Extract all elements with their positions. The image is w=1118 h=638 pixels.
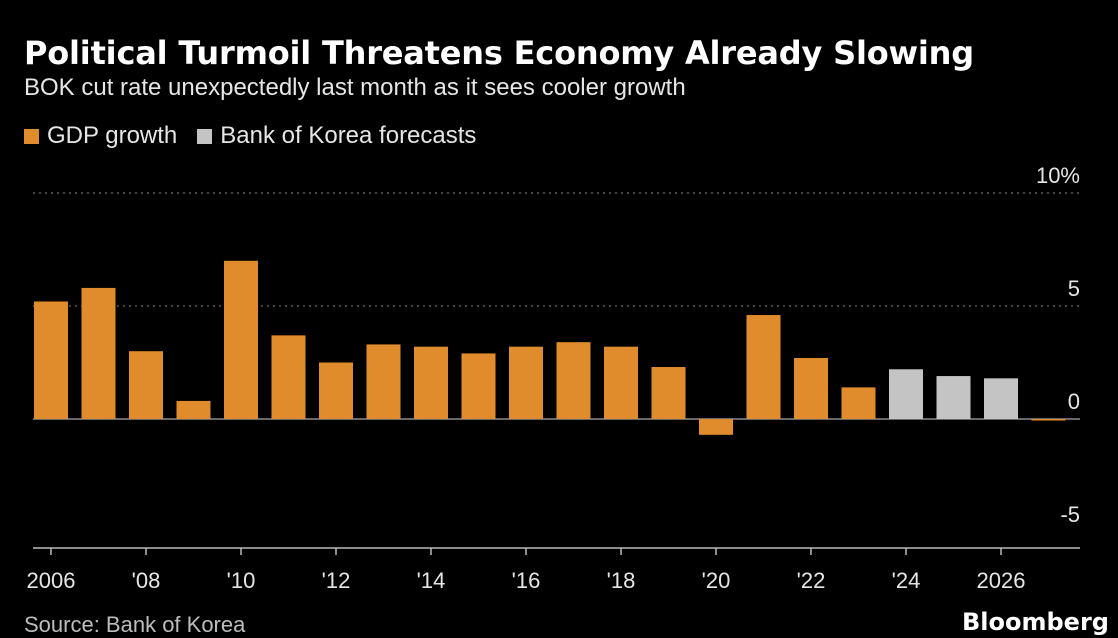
- x-tick-label: '22: [797, 568, 826, 593]
- bar: [224, 260, 258, 419]
- bar: [604, 346, 638, 419]
- bar: [461, 353, 496, 419]
- legend-label-gdp: GDP growth: [47, 122, 178, 149]
- y-tick-label: 10%: [1036, 163, 1080, 188]
- x-tick-label: '10: [227, 568, 256, 593]
- bar: [794, 357, 828, 419]
- bar: [746, 315, 781, 419]
- chart-subtitle: BOK cut rate unexpectedly last month as …: [24, 74, 686, 101]
- bar: [81, 287, 116, 419]
- bar: [271, 335, 306, 419]
- legend-item-forecast: Bank of Korea forecasts: [197, 122, 476, 150]
- bar: [1031, 419, 1066, 421]
- bar: [841, 387, 876, 419]
- legend-swatch-gdp: [24, 128, 39, 144]
- x-tick-label: 2026: [977, 568, 1026, 593]
- bar: [651, 367, 686, 419]
- bar: [129, 351, 163, 419]
- bloomberg-logo: Bloomberg: [962, 608, 1109, 636]
- legend-label-forecast: Bank of Korea forecasts: [220, 122, 477, 149]
- bar: [699, 419, 733, 435]
- y-tick-label: -5: [1060, 502, 1080, 527]
- bar: [414, 346, 448, 419]
- bar: [366, 344, 401, 419]
- x-tick-label: '24: [892, 568, 921, 593]
- bar: [319, 362, 353, 419]
- bar: [176, 400, 211, 419]
- bar: [984, 378, 1018, 419]
- x-tick-label: '14: [417, 568, 446, 593]
- x-tick-label: '16: [512, 568, 541, 593]
- legend: GDP growth Bank of Korea forecasts: [24, 122, 496, 150]
- bar: [556, 342, 591, 419]
- x-tick-label: '08: [132, 568, 161, 593]
- x-tick-label: '20: [702, 568, 731, 593]
- x-tick-label: 2006: [27, 568, 76, 593]
- bar: [889, 369, 923, 419]
- y-tick-label: 5: [1068, 276, 1080, 301]
- bar: [509, 346, 543, 419]
- x-tick-label: '12: [322, 568, 351, 593]
- x-tick-label: '18: [607, 568, 636, 593]
- bar: [34, 301, 68, 419]
- chart-title: Political Turmoil Threatens Economy Alre…: [24, 34, 974, 72]
- y-tick-label: 0: [1068, 389, 1080, 414]
- legend-swatch-forecast: [197, 128, 213, 144]
- source-note: Source: Bank of Korea: [24, 612, 246, 637]
- legend-item-gdp: GDP growth: [24, 122, 177, 150]
- bar: [936, 376, 971, 419]
